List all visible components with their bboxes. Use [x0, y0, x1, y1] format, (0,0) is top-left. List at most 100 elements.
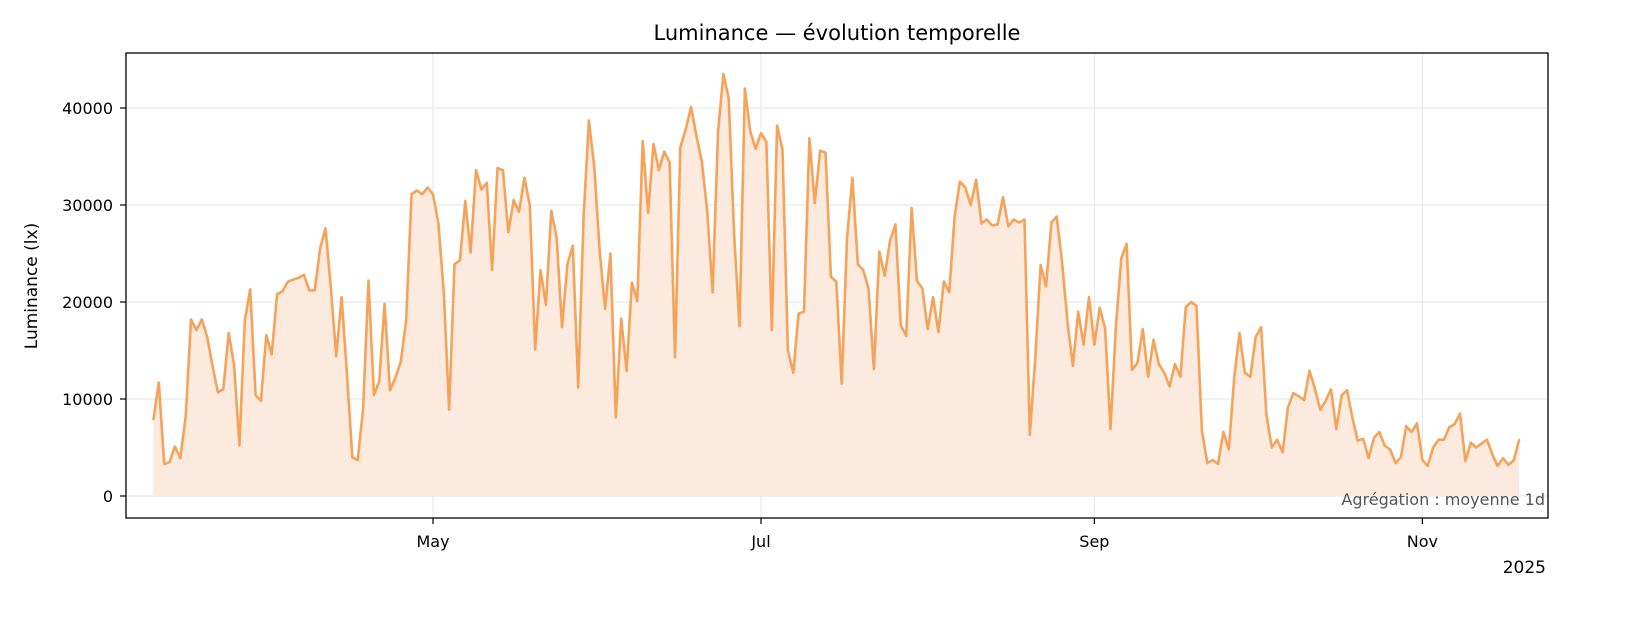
- data-point: [792, 371, 795, 374]
- data-point: [1502, 457, 1504, 460]
- data-point: [1297, 395, 1300, 398]
- data-point: [614, 416, 617, 419]
- data-point: [620, 317, 623, 320]
- data-point: [1066, 321, 1069, 324]
- data-point: [953, 215, 956, 218]
- data-point: [647, 211, 650, 214]
- data-point: [1378, 431, 1381, 433]
- data-point: [1346, 389, 1349, 392]
- data-point: [276, 293, 279, 296]
- data-point: [905, 334, 908, 337]
- data-point: [324, 227, 327, 230]
- x-tick-label: Jul: [750, 532, 770, 551]
- data-point: [528, 204, 531, 206]
- data-point: [238, 444, 241, 447]
- data-point: [894, 223, 897, 226]
- data-point: [1480, 442, 1483, 445]
- data-point: [1028, 433, 1031, 436]
- data-point: [491, 269, 494, 271]
- data-point: [1416, 422, 1418, 425]
- data-point: [695, 135, 698, 138]
- data-point: [1276, 438, 1279, 441]
- y-axis: 0 10000 20000 30000 40000: [62, 99, 126, 506]
- data-point: [550, 209, 553, 212]
- data-point: [501, 169, 504, 172]
- data-point: [319, 247, 322, 250]
- aggregation-annotation: Agrégation : moyenne 1d: [1341, 490, 1545, 509]
- data-point: [243, 319, 246, 322]
- data-point: [1518, 438, 1521, 441]
- data-point: [630, 281, 633, 284]
- data-point: [222, 388, 225, 391]
- data-point: [265, 334, 268, 336]
- data-point: [840, 382, 843, 385]
- data-point: [254, 394, 257, 397]
- data-point: [394, 376, 397, 379]
- data-point: [958, 180, 961, 183]
- data-point: [1512, 459, 1515, 462]
- data-point: [1399, 456, 1402, 459]
- data-point: [1217, 463, 1219, 465]
- data-point: [1163, 371, 1166, 374]
- data-point: [184, 415, 187, 418]
- data-point: [173, 445, 176, 448]
- data-point: [292, 278, 295, 281]
- data-point: [1045, 285, 1047, 288]
- data-point: [1179, 375, 1182, 378]
- data-point: [448, 408, 451, 411]
- data-point: [1109, 428, 1112, 431]
- data-point: [1324, 399, 1327, 402]
- data-point: [668, 161, 671, 164]
- data-point: [889, 239, 891, 242]
- data-point: [297, 276, 300, 279]
- data-point: [1330, 388, 1332, 391]
- data-point: [544, 303, 547, 306]
- data-point: [313, 289, 316, 292]
- data-point: [1190, 301, 1193, 303]
- data-point: [1383, 444, 1386, 447]
- plot-frame: [125, 52, 1549, 519]
- data-point: [878, 250, 881, 253]
- data-point: [389, 389, 391, 392]
- data-point: [1464, 460, 1467, 463]
- data-point: [1233, 376, 1236, 379]
- data-point: [303, 273, 305, 276]
- data-point: [1491, 453, 1494, 456]
- data-point: [711, 291, 714, 294]
- data-point: [797, 312, 800, 315]
- data-point: [824, 151, 827, 154]
- data-point: [1082, 343, 1085, 346]
- data-point: [1459, 412, 1461, 415]
- data-point: [421, 193, 424, 196]
- data-point: [1410, 431, 1413, 433]
- data-point: [856, 263, 859, 266]
- data-point: [727, 97, 730, 100]
- data-point: [582, 215, 585, 218]
- data-point: [1157, 363, 1160, 366]
- data-point: [609, 252, 612, 255]
- data-point: [555, 237, 558, 239]
- data-point: [356, 459, 359, 462]
- data-point: [862, 269, 865, 271]
- data-point: [1023, 218, 1026, 221]
- data-point: [539, 269, 542, 271]
- data-point: [163, 463, 166, 465]
- data-point: [1496, 464, 1499, 467]
- data-point: [270, 353, 273, 356]
- data-point: [1114, 325, 1117, 328]
- data-point: [152, 418, 155, 421]
- data-point: [157, 381, 160, 384]
- x-tick-label: Nov: [1407, 532, 1438, 551]
- data-point: [469, 251, 472, 254]
- data-point: [1077, 310, 1080, 313]
- data-point: [738, 325, 741, 328]
- data-point: [512, 199, 515, 202]
- data-point: [641, 140, 644, 142]
- x-axis: May Jul Sep Nov: [416, 518, 1438, 551]
- data-point: [1421, 459, 1424, 462]
- data-point: [286, 280, 289, 283]
- data-point: [743, 87, 746, 90]
- data-point: [690, 106, 693, 108]
- chart-title: Luminance — évolution temporelle: [654, 21, 1021, 45]
